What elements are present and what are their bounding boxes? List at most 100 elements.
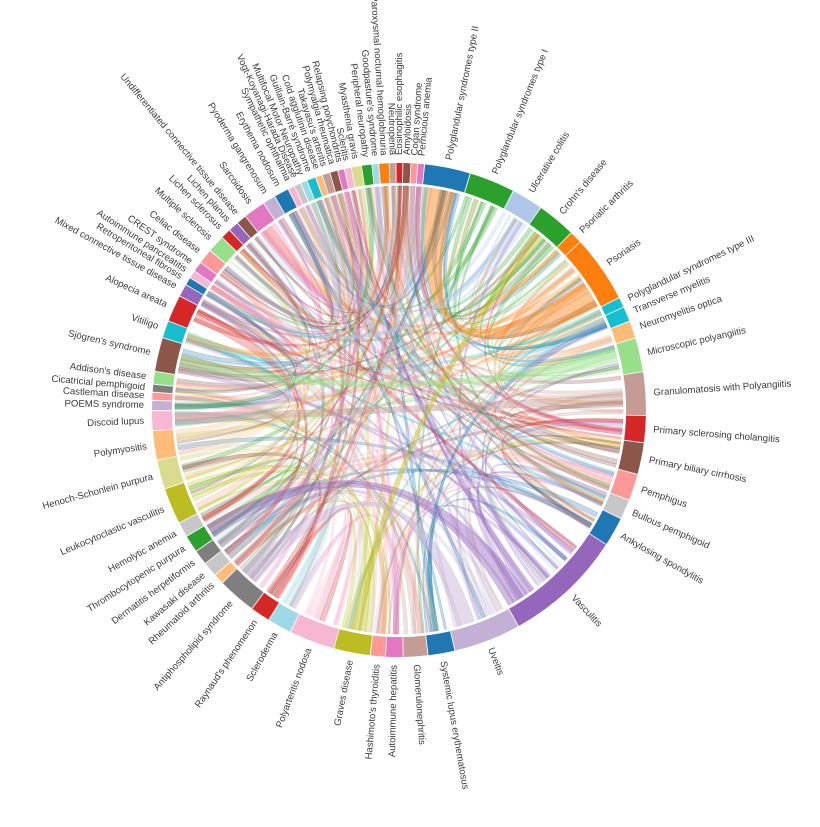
ribbon [438,192,562,320]
arc-transverse-myelitis[interactable] [604,307,630,329]
ribbon [289,212,607,499]
arc-vasculitis[interactable] [508,533,606,626]
arc-raynaud-s-phenomenon[interactable] [252,591,280,620]
arc-antiphospholipid-syndrome[interactable] [222,568,265,609]
ribbon [402,185,491,617]
ribbon [425,398,624,633]
arc-erythema-nodosum[interactable] [275,189,298,215]
arc-dermatitis-herpetiformis[interactable] [196,539,222,564]
arc-peripheral-neuropathy[interactable] [361,164,374,187]
ribbon [300,207,379,633]
arc-polymyositis[interactable] [152,429,178,460]
ribbon [179,207,333,462]
arc-lichen-planus[interactable] [230,223,251,246]
arc-guillain-barr-syndrome[interactable] [307,177,323,201]
arc-polyglandular-syndromes-type-i[interactable] [464,173,513,210]
arc-hashimoto-s-thyroiditis[interactable] [370,634,387,657]
ribbon [235,191,360,565]
ribbon [205,217,523,340]
arc-sj-gren-s-syndrome[interactable] [155,338,183,375]
arc-psoriatic-arthritis[interactable] [556,233,580,256]
arc-discoid-lupus[interactable] [152,411,174,431]
arc-neuromyelitis-optica[interactable] [610,321,636,344]
ribbon [365,187,535,591]
ribbon [227,190,449,560]
arc-cogan-syndrome[interactable] [410,163,418,185]
label-neutropenia: Neutropenia [385,103,397,156]
arc-henoch-schonlein-purpura[interactable] [157,456,185,489]
arc-myasthenia-gravis[interactable] [351,165,365,189]
ribbon [367,187,611,488]
arc-systemic-lupus-erythematosus[interactable] [426,630,455,656]
arc-eosinophilic-esophagitis[interactable] [396,162,403,184]
arc-cicatricial-pemphigoid[interactable] [152,384,175,394]
ribbon [176,238,545,385]
ribbon [266,185,410,594]
arc-uveitis[interactable] [450,608,518,651]
arc-leukocytoclastic-vasculitis[interactable] [165,482,198,523]
ribbon [331,194,622,384]
label-amyloidosis: Amyloidosis [402,104,415,156]
ribbon [406,185,595,522]
ribbon [414,186,527,310]
arc-pemphigus[interactable] [609,469,638,500]
arc-celiac-disease[interactable] [201,251,227,275]
arc-autoimmune-hepatitis[interactable] [385,635,403,658]
arc-castleman-disease[interactable] [152,392,174,401]
ribbon [183,241,312,476]
arc-addison-s-disease[interactable] [153,371,176,386]
arc-scleritis[interactable] [344,167,355,190]
arc-hemolytic-anemia[interactable] [179,513,205,536]
arc-ankylosing-spondylitis[interactable] [588,509,621,545]
arc-primary-biliary-cirrhosis[interactable] [617,440,644,474]
arc-kawasaki-disease[interactable] [205,550,231,575]
arc-vitiligo[interactable] [162,321,188,344]
arc-crohn-s-disease[interactable] [529,208,571,248]
arc-graves-disease[interactable] [334,628,373,656]
ribbon [500,284,623,432]
arc-polyarteritis-nodosa[interactable] [290,613,340,649]
label-psoriasis: Psoriasis [605,237,643,268]
arc-glomerulonephritis[interactable] [403,634,428,658]
arc-poems-syndrome[interactable] [152,400,174,411]
arc-autoimmune-pancreatitis[interactable] [190,271,212,289]
arc-multiple-sclerosis[interactable] [210,237,237,264]
arc-goodpasture-s-syndrome[interactable] [372,163,380,186]
arc-takayasu-s-arteritis[interactable] [322,173,336,196]
arc-amyloidosis[interactable] [402,163,411,185]
ribbon [492,267,606,357]
ribbon [236,498,347,620]
ribbon [344,437,621,629]
arc-pernicious-anemia[interactable] [416,163,425,186]
arc-pyoderma-gangrenosum[interactable] [264,196,285,221]
ribbon [337,192,620,455]
arc-sympathetic-ophthalmia[interactable] [288,186,303,208]
arc-ulcerative-colitis[interactable] [503,191,541,225]
arc-primary-sclerosing-cholangitis[interactable] [623,415,646,443]
ribbon [179,243,311,374]
arc-polyglandular-syndromes-type-iii[interactable] [600,298,624,316]
arc-undifferentiated-connective-tissue-disease[interactable] [237,216,259,239]
arc-multifocal-motor-neuropathy[interactable] [301,180,315,203]
arc-retroperitoneal-fibrosis[interactable] [186,278,208,296]
ribbon [316,199,400,635]
arc-lichen-sclerosus[interactable] [222,230,244,252]
arc-thrombocytopenic-purpura[interactable] [186,525,214,551]
arc-granulomatosis-with-polyangiitis[interactable] [622,372,646,416]
label-sj-gren-s-syndrome: Sjögren's syndrome [67,328,152,358]
arc-cold-agglutinin-disease[interactable] [316,175,329,198]
arc-vogt-koyanagi-harada-disease[interactable] [294,183,309,206]
arc-crest-syndrome[interactable] [194,263,218,283]
ribbon [333,186,385,626]
arc-polymyalgia-rheumatica[interactable] [330,170,343,193]
arc-neutropenia[interactable] [389,163,396,185]
arc-bullous-pemphigoid[interactable] [602,492,629,519]
arc-microscopic-polyangiitis[interactable] [615,338,643,375]
ribbon [249,197,352,580]
arc-psoriasis[interactable] [564,242,619,307]
arc-rheumatoid-arthritis[interactable] [215,561,238,583]
arc-mixed-connective-tissue-disease[interactable] [180,285,204,306]
arc-relapsing-polychondritis[interactable] [338,169,349,191]
ribbon [177,368,575,554]
arc-paroxysmal-nocturnal-hemoglobinuria[interactable] [379,163,390,185]
